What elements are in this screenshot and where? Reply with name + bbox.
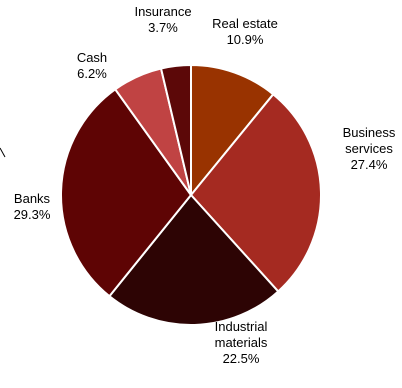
pie-value-label: 27.4% [351, 157, 388, 172]
leader-line [0, 147, 6, 158]
pie-value-label: 6.2% [77, 66, 107, 81]
pie-category-label: services [345, 141, 393, 156]
pie-category-label: Real estate [212, 16, 278, 31]
pie-label-cash: Cash 6.2% [77, 50, 107, 81]
pie-label-real-estate: Real estate 10.9% [212, 16, 278, 47]
pie-slice-business-services [189, 92, 322, 293]
pie-category-label: Industrial [215, 319, 268, 334]
pie-value-label: 29.3% [14, 207, 51, 222]
pie-value-label: 10.9% [227, 32, 264, 47]
pie-label-business-services: Business services 27.4% [343, 125, 396, 172]
pie-category-label: materials [215, 335, 268, 350]
pie-slice-insurance [159, 63, 192, 196]
pie-label-insurance: Insurance 3.7% [134, 4, 191, 35]
pie-category-label: Banks [14, 191, 51, 206]
pie-labels: Real estate 10.9% Business services 27.4% Ind… [14, 4, 396, 366]
pie-value-label: 22.5% [223, 351, 260, 366]
pie-slices [60, 63, 322, 326]
pie-category-label: Business [343, 125, 396, 140]
pie-label-banks: Banks 29.3% [14, 191, 51, 222]
pie-value-label: 3.7% [148, 20, 178, 35]
pie-leader-lines [0, 147, 6, 158]
pie-slice-banks [60, 87, 193, 298]
pie-category-label: Cash [77, 50, 107, 65]
pie-slice-real-estate [190, 63, 275, 198]
pie-category-label: Insurance [134, 4, 191, 19]
pie-label-industrial-materials: Industrial materials 22.5% [215, 319, 268, 366]
pie-slice-industrial-materials [107, 193, 280, 326]
